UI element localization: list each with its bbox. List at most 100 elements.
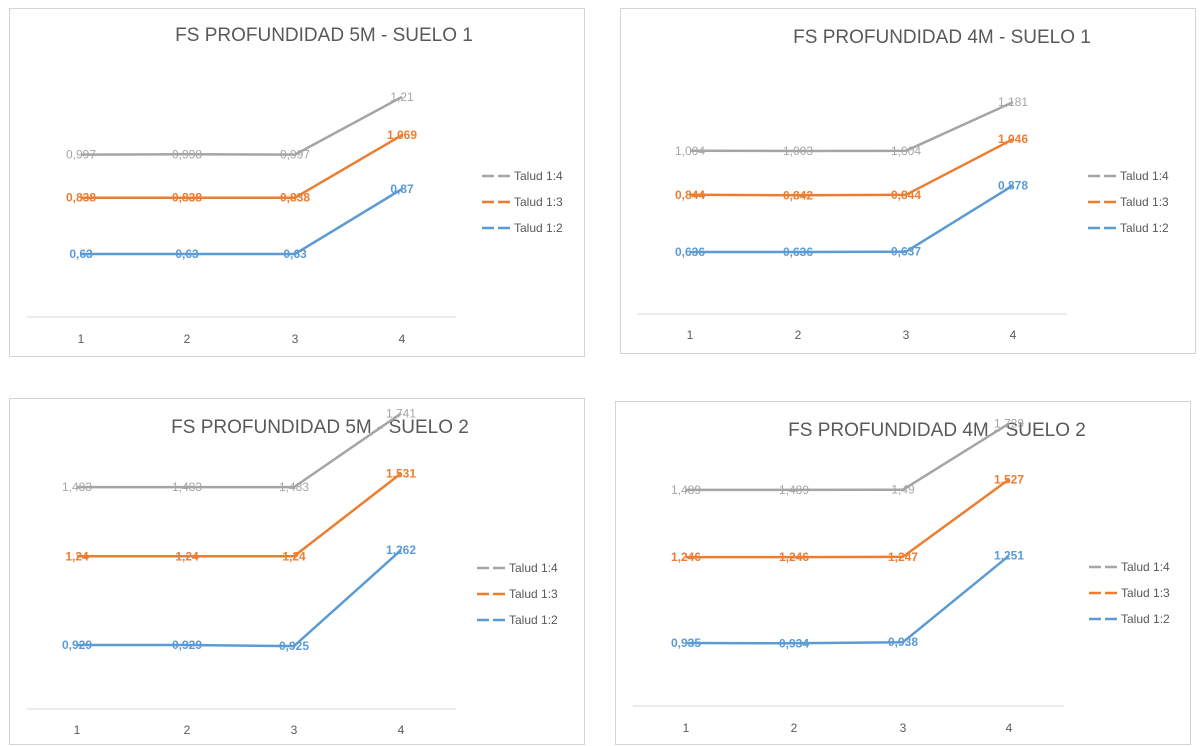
data-label: 1,483 <box>62 480 92 494</box>
chart-panel-1: FS PROFUNDIDAD 5M - SUELO 1 1 2 3 4 0,997 0,99… <box>9 8 585 357</box>
data-label: 0,935 <box>671 636 701 650</box>
data-label: 1,483 <box>279 480 309 494</box>
series-line-3 <box>77 549 402 648</box>
data-label: 0,636 <box>783 245 813 259</box>
series-line-3 <box>81 187 403 256</box>
chart-title: FS PROFUNDIDAD 5M - SUELO 2 <box>171 417 469 438</box>
data-label: 1,069 <box>387 128 417 142</box>
data-label: 1,246 <box>671 550 701 564</box>
x-tick-label: 1 <box>687 328 694 342</box>
chart-title: FS PROFUNDIDAD 5M - SUELO 1 <box>175 25 473 46</box>
data-label: 1,49 <box>891 483 915 497</box>
x-tick-label: 4 <box>398 723 405 737</box>
legend-entry: Talud 1:3 <box>514 195 563 209</box>
x-tick-label: 2 <box>791 721 798 735</box>
x-tick-label: 4 <box>399 332 406 346</box>
data-label: 1,489 <box>779 483 809 497</box>
chart-panel-2: FS PROFUNDIDAD 4M - SUELO 1 1 2 3 4 1,004 1,00… <box>620 8 1196 354</box>
data-label: 1,483 <box>172 480 202 494</box>
x-tick-label: 4 <box>1010 328 1017 342</box>
x-tick-label: 1 <box>683 721 690 735</box>
chart-svg-2: FS PROFUNDIDAD 4M - SUELO 1 1 2 3 4 1,004 1,00… <box>638 27 1169 342</box>
data-label: 1,21 <box>390 90 414 104</box>
x-tick-label: 2 <box>184 723 191 737</box>
data-label: 0,929 <box>62 638 92 652</box>
x-tick-label: 3 <box>292 332 299 346</box>
data-label: 0,997 <box>280 148 310 162</box>
data-label: 1,729 <box>994 417 1024 431</box>
data-label: 1,527 <box>994 472 1024 486</box>
chart-title: FS PROFUNDIDAD 4M - SUELO 2 <box>788 420 1086 441</box>
x-tick-label: 2 <box>184 332 191 346</box>
data-label: 0,838 <box>280 191 310 205</box>
legend-entry: Talud 1:3 <box>509 587 558 601</box>
series-line-1 <box>686 422 1010 492</box>
legend-entry: Talud 1:2 <box>1120 221 1169 235</box>
x-tick-label: 4 <box>1006 721 1013 735</box>
legend-entry: Talud 1:4 <box>1120 169 1169 183</box>
data-label: 1,489 <box>671 483 701 497</box>
data-label: 1,003 <box>783 144 813 158</box>
data-label: 0,636 <box>675 245 705 259</box>
data-label: 1,24 <box>282 549 306 563</box>
data-label: 0,637 <box>891 245 921 259</box>
data-label: 0,838 <box>172 191 202 205</box>
series-line-3 <box>685 554 1010 645</box>
chart-title: FS PROFUNDIDAD 4M - SUELO 1 <box>793 27 1091 48</box>
legend-entry: Talud 1:4 <box>509 561 558 575</box>
data-label: 1,24 <box>65 549 89 563</box>
series-line-1 <box>689 100 1014 153</box>
data-label: 0,87 <box>390 182 414 196</box>
x-tick-label: 3 <box>903 328 910 342</box>
chart-svg-4: FS PROFUNDIDAD 4M - SUELO 2 1 2 3 4 1,489 1,48… <box>633 417 1170 735</box>
series-line-2 <box>77 472 402 558</box>
legend-entry: Talud 1:2 <box>514 221 563 235</box>
data-label: 0,842 <box>783 188 813 202</box>
data-label: 0,878 <box>998 178 1028 192</box>
data-label: 1,741 <box>386 407 416 421</box>
data-label: 0,929 <box>172 638 202 652</box>
chart-svg-1: FS PROFUNDIDAD 5M - SUELO 1 1 2 3 4 0,997 0,99… <box>27 25 563 346</box>
series-line-1 <box>80 95 403 156</box>
data-label: 0,934 <box>779 636 809 650</box>
data-label: 0,938 <box>888 635 918 649</box>
data-label: 1,251 <box>994 549 1024 563</box>
data-label: 0,998 <box>172 147 202 161</box>
x-tick-label: 3 <box>900 721 907 735</box>
data-label: 0,63 <box>175 247 199 261</box>
data-label: 0,997 <box>66 148 96 162</box>
data-label: 1,247 <box>888 550 918 564</box>
x-tick-label: 1 <box>74 723 81 737</box>
data-label: 0,63 <box>69 247 93 261</box>
x-tick-label: 3 <box>291 723 298 737</box>
x-tick-label: 2 <box>795 328 802 342</box>
data-label: 0,844 <box>675 188 705 202</box>
legend-entry: Talud 1:3 <box>1121 586 1170 600</box>
legend-entry: Talud 1:4 <box>514 169 563 183</box>
series-line-1 <box>77 412 402 489</box>
chart-panel-3: FS PROFUNDIDAD 5M - SUELO 2 1 2 3 4 1,483 1,48… <box>9 398 585 745</box>
series-line-2 <box>689 138 1014 197</box>
data-label: 0,925 <box>279 639 309 653</box>
x-tick-label: 1 <box>78 332 85 346</box>
data-label: 1,262 <box>386 543 416 557</box>
chart-svg-3: FS PROFUNDIDAD 5M - SUELO 2 1 2 3 4 1,483 1,48… <box>27 407 558 737</box>
series-line-3 <box>690 184 1014 254</box>
chart-panel-4: FS PROFUNDIDAD 4M - SUELO 2 1 2 3 4 1,489 1,48… <box>615 401 1191 745</box>
legend-entry: Talud 1:2 <box>1121 612 1170 626</box>
data-label: 0,844 <box>891 188 921 202</box>
series-line-2 <box>81 134 403 199</box>
data-label: 1,531 <box>386 466 416 480</box>
data-label: 1,24 <box>175 549 199 563</box>
legend-entry: Talud 1:4 <box>1121 560 1170 574</box>
series-line-2 <box>686 478 1010 559</box>
legend-entry: Talud 1:3 <box>1120 195 1169 209</box>
data-label: 0,63 <box>283 247 307 261</box>
data-label: 1,004 <box>675 144 705 158</box>
legend-entry: Talud 1:2 <box>509 613 558 627</box>
data-label: 0,838 <box>66 191 96 205</box>
data-label: 1,246 <box>779 550 809 564</box>
data-label: 1,004 <box>891 144 921 158</box>
data-label: 1,181 <box>998 95 1028 109</box>
data-label: 1,046 <box>998 132 1028 146</box>
